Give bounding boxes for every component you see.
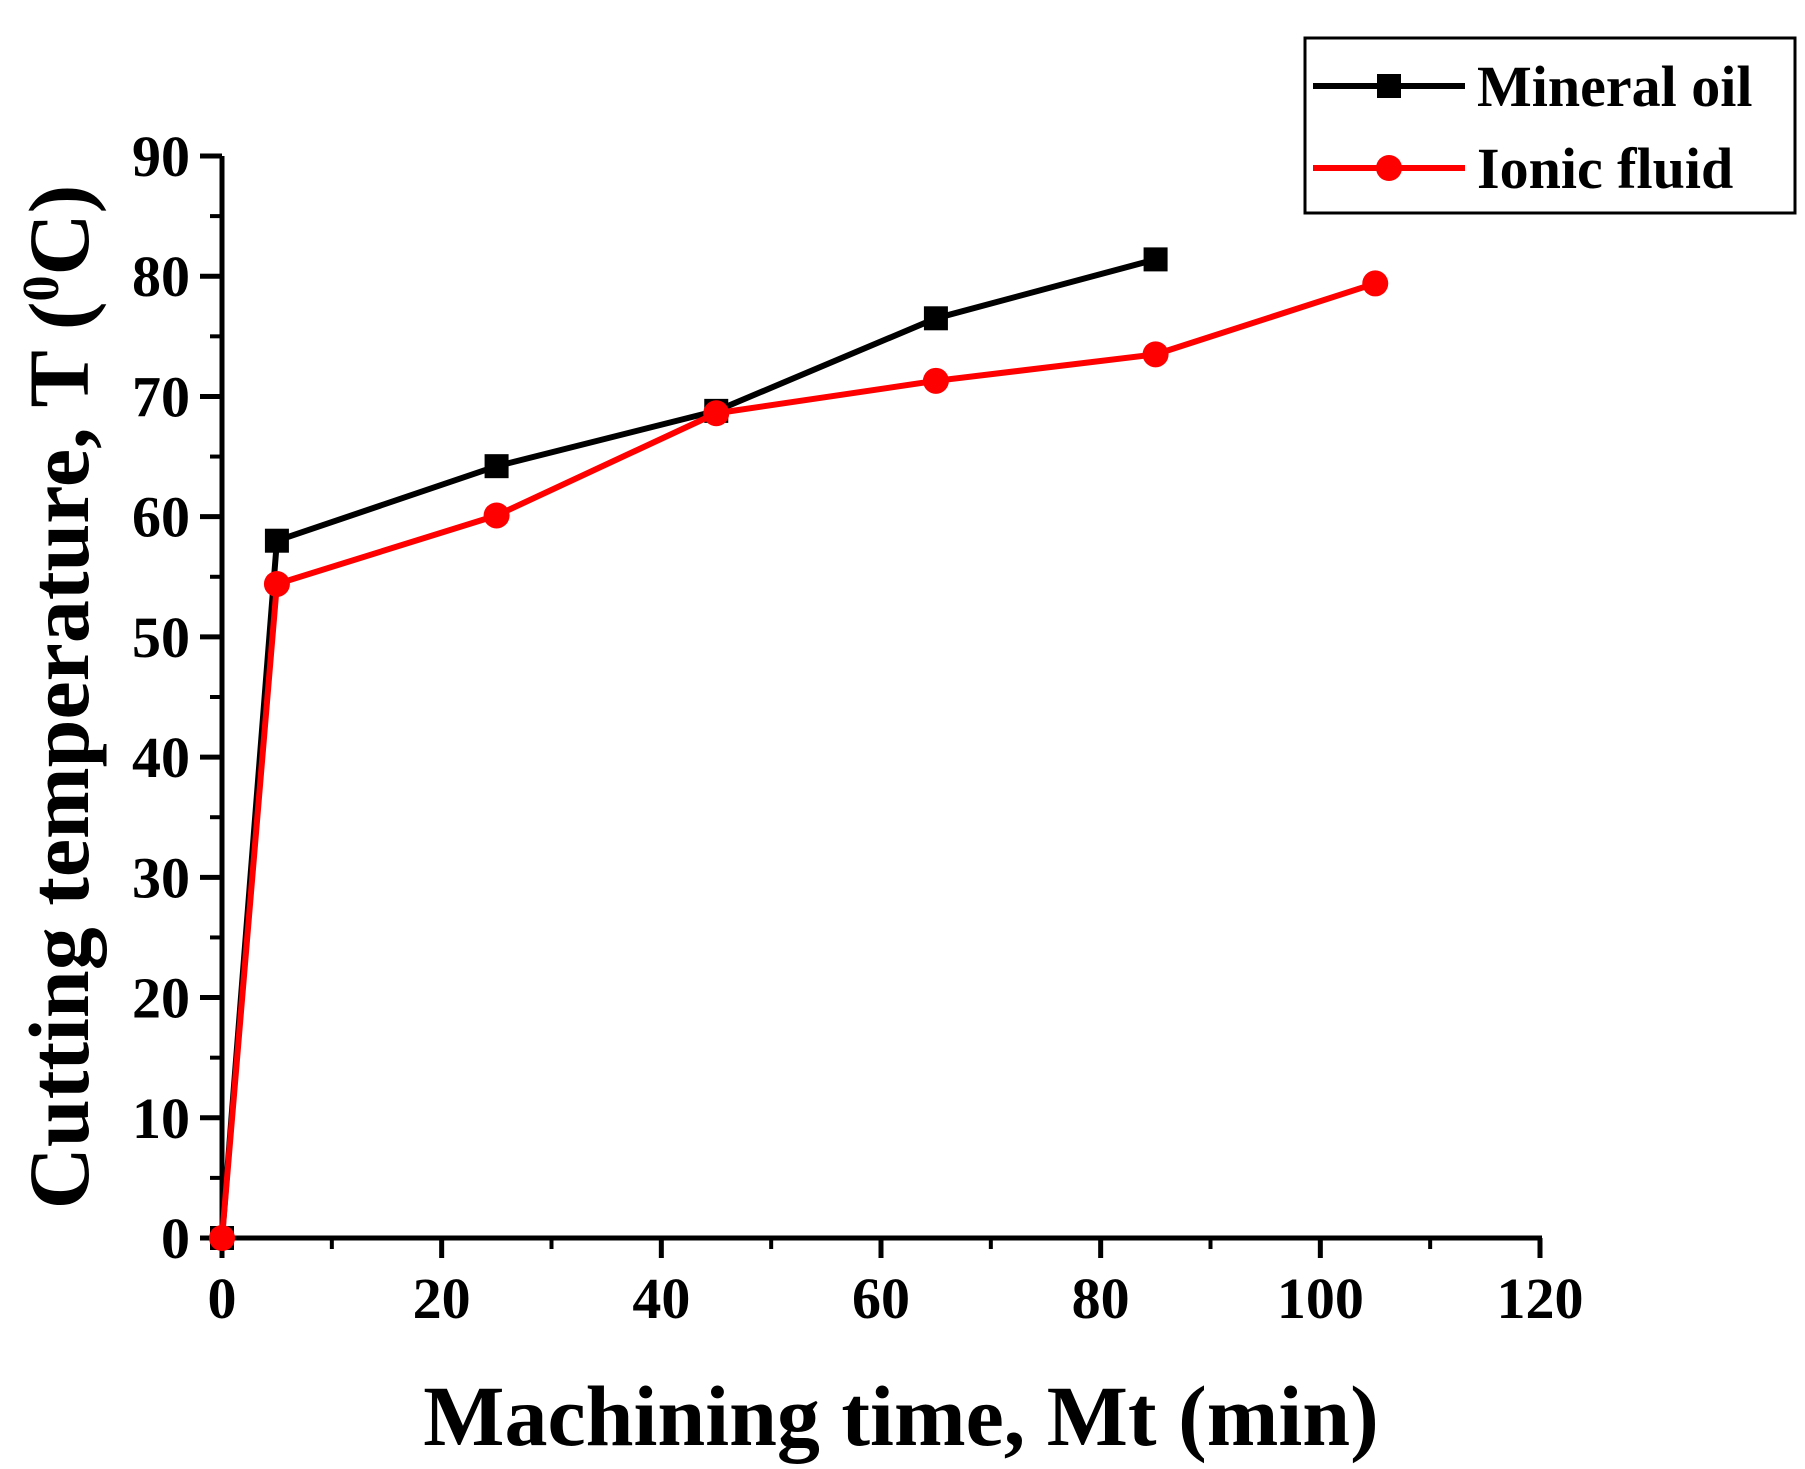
y-tick-label: 20 (132, 966, 190, 1031)
x-tick-label: 60 (852, 1266, 910, 1331)
y-tick-label: 10 (132, 1086, 190, 1151)
data-point-ionic-fluid (922, 367, 949, 394)
data-point-mineral-oil (484, 454, 509, 479)
y-tick-label: 30 (132, 845, 190, 910)
x-tick-label: 0 (208, 1266, 237, 1331)
data-point-ionic-fluid (483, 502, 510, 529)
y-tick-label: 80 (132, 244, 190, 309)
x-tick-label: 80 (1072, 1266, 1130, 1331)
data-point-ionic-fluid (1362, 270, 1389, 297)
y-tick-label: 50 (132, 605, 190, 670)
legend-marker-mineral-oil (1377, 74, 1401, 98)
data-point-ionic-fluid (209, 1225, 235, 1251)
series-line-ionic-fluid (219, 280, 1377, 1239)
x-tick-label: 100 (1277, 1266, 1364, 1331)
y-tick-label: 90 (132, 124, 190, 189)
legend-label-ionic-fluid: Ionic fluid (1477, 136, 1733, 201)
y-axis-title: Cutting temperature, T (0C) (11, 185, 107, 1209)
y-tick-label: 60 (132, 485, 190, 550)
x-tick-label: 20 (413, 1266, 471, 1331)
data-point-mineral-oil (923, 306, 948, 331)
data-point-ionic-fluid (703, 400, 730, 427)
series-mineral-oil (210, 247, 1168, 1250)
y-tick-label: 0 (161, 1206, 190, 1271)
data-point-mineral-oil (264, 528, 289, 553)
legend-label-mineral-oil: Mineral oil (1477, 54, 1752, 119)
data-point-mineral-oil (1143, 247, 1168, 272)
labels: Machining time, Mt (min) Cutting tempera… (11, 185, 1379, 1464)
axes: 0 20 40 60 80 100 120 0 10 20 30 40 50 60 70 80 90 (132, 124, 1584, 1331)
y-tick-label: 40 (132, 725, 190, 790)
series-ionic-fluid (209, 270, 1389, 1251)
y-axis-title-superscript: 0 (13, 276, 70, 302)
legend: Mineral oil Ionic fluid (1303, 36, 1797, 215)
data-point-ionic-fluid (1142, 341, 1169, 368)
legend-box (1303, 36, 1797, 215)
y-tick-label: 70 (132, 364, 190, 429)
y-axis-title-end: C) (11, 185, 107, 276)
legend-marker-ionic-fluid (1376, 155, 1402, 181)
series-line-mineral-oil (219, 256, 1157, 1239)
series-layer (209, 247, 1389, 1251)
x-axis-title: Machining time, Mt (min) (423, 1368, 1378, 1464)
x-tick-label: 120 (1497, 1266, 1584, 1331)
y-axis-title-main: Cutting temperature, T ( (11, 302, 107, 1210)
x-tick-label: 40 (632, 1266, 690, 1331)
data-point-ionic-fluid (263, 570, 290, 597)
